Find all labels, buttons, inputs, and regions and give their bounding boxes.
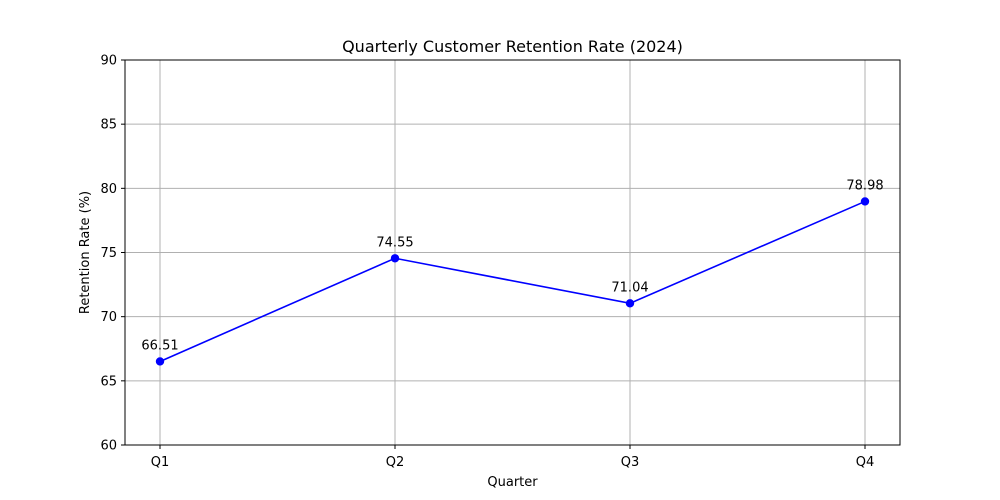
data-point xyxy=(155,357,165,366)
data-point xyxy=(390,254,400,263)
y-tick-label: 75 xyxy=(100,246,117,261)
data-point xyxy=(860,197,870,206)
x-tick-label: Q4 xyxy=(856,455,875,470)
data-points xyxy=(155,197,870,366)
y-tick-label: 70 xyxy=(100,310,117,325)
data-label: 74.55 xyxy=(376,235,413,250)
series-line xyxy=(159,200,866,363)
x-axis-label: Quarter xyxy=(487,475,538,490)
chart-title: Quarterly Customer Retention Rate (2024) xyxy=(342,37,683,56)
x-tick-label: Q1 xyxy=(151,455,170,470)
data-label: 78.98 xyxy=(846,178,883,193)
x-tick-label: Q2 xyxy=(386,455,405,470)
grid xyxy=(125,59,900,446)
axes: 60 65 70 75 80 85 90 Q1 Q2 Q3 Q4 xyxy=(100,54,901,470)
y-tick-label: 85 xyxy=(100,118,117,133)
x-tick-label: Q3 xyxy=(621,455,640,470)
y-tick-label: 65 xyxy=(100,374,117,389)
y-tick-label: 90 xyxy=(100,54,117,69)
data-labels: 66.51 74.55 71.04 78.98 xyxy=(141,178,883,353)
series-line-layer xyxy=(159,200,866,363)
y-axis-label: Retention Rate (%) xyxy=(78,191,93,314)
data-point xyxy=(625,299,635,308)
y-tick-label: 60 xyxy=(100,439,117,454)
y-tick-label: 80 xyxy=(100,182,117,197)
data-label: 71.04 xyxy=(611,280,648,295)
data-label: 66.51 xyxy=(141,338,178,353)
